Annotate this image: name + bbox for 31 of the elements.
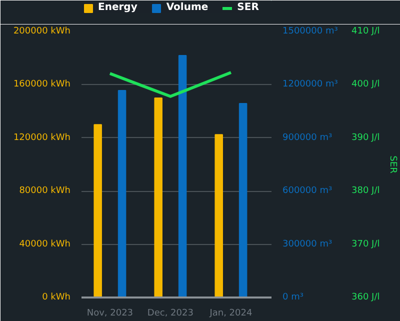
y2-tick-label: 300000 m³: [282, 239, 332, 250]
y3-axis-title: SER: [388, 156, 398, 174]
y-tick-label: 80000 kWh: [19, 186, 71, 196]
y3-tick-label: 400 J/l: [352, 80, 380, 90]
y3-tick-label: 390 J/l: [352, 132, 380, 143]
y-tick-label: 160000 kWh: [13, 80, 71, 90]
bar: [118, 90, 126, 298]
y-tick-label: 0 kWh: [42, 292, 71, 302]
y3-tick-label: 370 J/l: [352, 239, 380, 250]
y3-tick-label: 360 J/l: [352, 292, 380, 302]
bar: [178, 54, 187, 298]
y2-tick-label: 1500000 m³: [282, 26, 338, 36]
y3-tick-label: 410 J/l: [352, 26, 380, 36]
x-tick-label: Dec, 2023: [147, 308, 194, 318]
y2-tick-label: 0 m³: [282, 292, 304, 302]
x-tick-label: Nov, 2023: [86, 308, 134, 318]
y3-tick-label: 380 J/l: [352, 186, 380, 196]
y2-tick-label: 1200000 m³: [282, 80, 338, 90]
bar: [94, 124, 102, 298]
y-tick-label: 120000 kWh: [13, 132, 71, 143]
bar: [238, 102, 248, 298]
legend-label: Volume: [166, 2, 208, 13]
y2-tick-label: 600000 m³: [282, 186, 332, 196]
y2-tick-label: 900000 m³: [282, 132, 332, 143]
y-tick-label: 200000 kWh: [13, 26, 71, 36]
y-tick-label: 40000 kWh: [19, 239, 71, 250]
x-tick-label: Jan, 2024: [208, 308, 252, 318]
bar: [154, 98, 162, 298]
legend-label: Energy: [98, 2, 138, 13]
bar: [214, 134, 223, 298]
legend-label: SER: [237, 2, 259, 13]
